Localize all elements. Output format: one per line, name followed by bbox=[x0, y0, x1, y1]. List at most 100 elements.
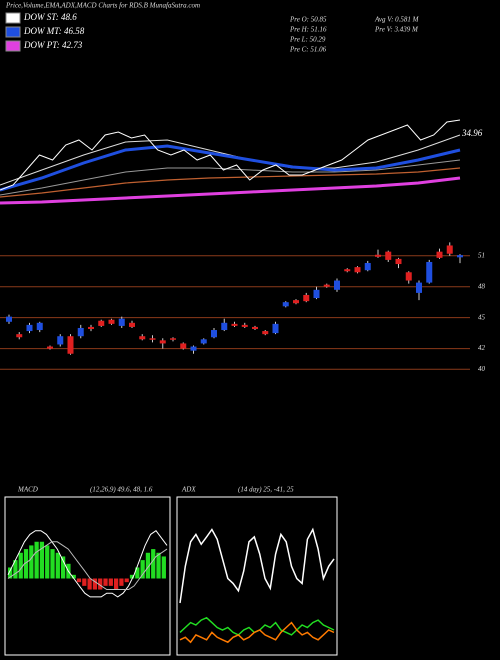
histogram-bar bbox=[34, 541, 39, 579]
y-tick-label: 42 bbox=[478, 344, 486, 352]
legend-swatch bbox=[5, 12, 21, 24]
series-line bbox=[179, 616, 335, 636]
candle-body bbox=[313, 289, 320, 299]
panel-title: MACD bbox=[17, 486, 38, 494]
candle-body bbox=[436, 251, 443, 258]
candle-body bbox=[211, 330, 217, 338]
candle-body bbox=[108, 319, 115, 324]
panel-subtitle: (14 day) 25, -41, 25 bbox=[238, 486, 294, 494]
series-line bbox=[0, 144, 461, 192]
series-line bbox=[179, 527, 335, 604]
candle-body bbox=[457, 255, 463, 258]
legend-label: DOW MT: 46.58 bbox=[23, 26, 85, 36]
histogram-bar bbox=[45, 545, 50, 579]
histogram-bar bbox=[23, 549, 29, 579]
candle-body bbox=[67, 336, 74, 354]
histogram-bar bbox=[39, 541, 45, 579]
candle-body bbox=[139, 336, 146, 340]
histogram-bar bbox=[129, 574, 135, 579]
histogram-bar bbox=[108, 578, 113, 586]
histogram-bar bbox=[161, 556, 166, 579]
candle-body bbox=[200, 339, 207, 344]
candle-body bbox=[405, 272, 412, 281]
candle-body bbox=[385, 251, 392, 260]
histogram-bar bbox=[135, 567, 140, 579]
candle-body bbox=[416, 282, 422, 293]
histogram-bar bbox=[156, 552, 161, 579]
stat: Pre C: 51.06 bbox=[289, 46, 327, 54]
series-line bbox=[0, 119, 461, 191]
histogram-bar bbox=[114, 578, 119, 590]
candle-body bbox=[231, 323, 238, 326]
candle-body bbox=[272, 323, 279, 334]
macd-frame bbox=[4, 496, 171, 656]
candle-body bbox=[129, 322, 135, 327]
panel-subtitle: (12,26,9) 49.6, 48, 1.6 bbox=[90, 486, 153, 494]
candle-body bbox=[323, 284, 330, 287]
histogram-bar bbox=[103, 578, 108, 586]
candle-body bbox=[88, 326, 94, 329]
candle-body bbox=[190, 346, 197, 351]
series-line bbox=[179, 621, 335, 644]
candle-body bbox=[426, 261, 433, 283]
stat: Pre V: 3.439 M bbox=[374, 26, 419, 34]
candle-body bbox=[262, 331, 269, 335]
candle-body bbox=[47, 346, 53, 349]
candle-body bbox=[16, 334, 23, 338]
histogram-bar bbox=[92, 578, 98, 590]
candle-body bbox=[252, 326, 258, 329]
histogram-bar bbox=[87, 578, 92, 590]
candle-body bbox=[344, 269, 351, 272]
candle-body bbox=[303, 294, 310, 302]
y-tick-label: 40 bbox=[478, 365, 486, 373]
candle-body bbox=[293, 300, 299, 304]
histogram-bar bbox=[50, 549, 55, 579]
candle-body bbox=[159, 340, 166, 344]
candle-body bbox=[36, 322, 43, 331]
histogram-bar bbox=[71, 574, 76, 579]
histogram-bar bbox=[124, 578, 129, 583]
histogram-bar bbox=[13, 560, 18, 579]
legend-label: DOW PT: 42.73 bbox=[23, 40, 83, 50]
price-label: 34.96 bbox=[461, 128, 483, 138]
series-line bbox=[0, 167, 461, 198]
series-line bbox=[0, 159, 461, 196]
histogram-bar bbox=[145, 552, 151, 579]
candle-body bbox=[446, 245, 453, 254]
histogram-bar bbox=[8, 567, 13, 579]
candle-body bbox=[334, 280, 340, 290]
adx-frame bbox=[176, 496, 338, 656]
histogram-bar bbox=[18, 552, 23, 579]
series-line bbox=[0, 176, 461, 205]
histogram-bar bbox=[29, 545, 34, 579]
y-tick-label: 45 bbox=[478, 313, 486, 321]
legend-swatch bbox=[5, 40, 21, 52]
candle-body bbox=[282, 302, 289, 307]
stat: Avg V: 0.581 M bbox=[374, 16, 420, 24]
candle-body bbox=[170, 338, 176, 340]
candle-body bbox=[6, 316, 12, 322]
legend-swatch bbox=[5, 26, 21, 38]
candle-body bbox=[57, 336, 64, 345]
histogram-bar bbox=[55, 552, 60, 579]
histogram-bar bbox=[119, 578, 124, 586]
candle-body bbox=[354, 267, 361, 273]
candle-body bbox=[364, 263, 371, 271]
candle-body bbox=[77, 327, 84, 337]
y-tick-label: 51 bbox=[478, 251, 485, 259]
histogram-bar bbox=[76, 578, 82, 583]
y-tick-label: 48 bbox=[478, 282, 486, 290]
candle-body bbox=[149, 338, 156, 340]
histogram-bar bbox=[98, 578, 103, 590]
candle-body bbox=[395, 258, 402, 265]
page-title: Price,Volume,EMA,ADX,MACD Charts for RDS… bbox=[5, 2, 200, 10]
candle-body bbox=[98, 320, 105, 326]
candle-body bbox=[241, 324, 248, 327]
histogram-bar bbox=[82, 578, 87, 586]
candle-body bbox=[221, 322, 228, 331]
candle-body bbox=[26, 324, 33, 332]
stat: Pre O: 50.85 bbox=[289, 16, 327, 24]
candle-body bbox=[375, 254, 381, 257]
legend-label: DOW ST: 48.6 bbox=[23, 12, 77, 22]
